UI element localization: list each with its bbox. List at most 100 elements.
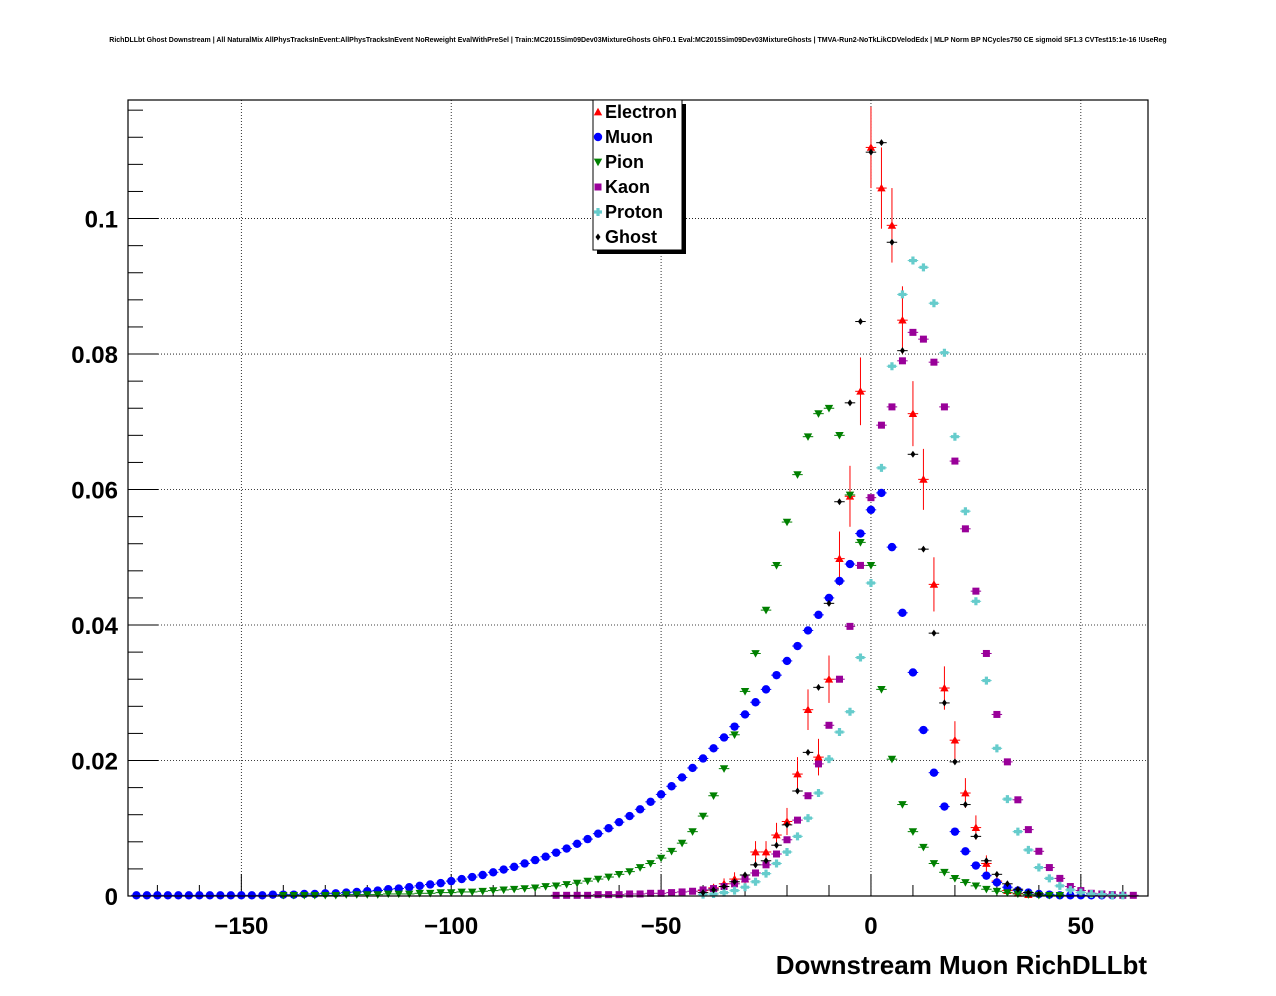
data-point	[877, 488, 886, 498]
data-point	[216, 891, 225, 900]
data-point	[711, 886, 717, 894]
data-point	[551, 848, 561, 857]
data-point	[352, 891, 361, 899]
data-point	[887, 755, 897, 764]
data-point	[793, 471, 802, 479]
data-point	[908, 409, 918, 418]
data-point	[950, 735, 960, 744]
data-point	[940, 802, 949, 811]
data-point	[825, 721, 833, 729]
data-point	[153, 891, 162, 900]
data-point	[1045, 874, 1054, 883]
data-point	[1015, 885, 1021, 893]
x-tick-label: −50	[641, 913, 682, 940]
data-point	[887, 362, 896, 371]
data-point	[426, 889, 435, 898]
data-point	[982, 676, 991, 685]
data-point	[1003, 758, 1011, 766]
data-point	[804, 792, 812, 800]
data-point	[415, 881, 424, 891]
legend-marker	[593, 132, 603, 142]
data-point	[877, 686, 886, 694]
data-point	[889, 238, 895, 246]
data-point	[950, 827, 960, 836]
data-point	[604, 873, 613, 882]
data-point	[509, 862, 519, 872]
data-point	[499, 886, 508, 895]
data-point	[774, 841, 780, 849]
data-point	[530, 884, 540, 893]
data-point	[1035, 847, 1043, 855]
data-point	[772, 562, 781, 570]
data-point	[898, 608, 907, 618]
data-point	[856, 529, 865, 538]
legend-box	[592, 99, 683, 251]
data-point	[950, 432, 959, 441]
data-point	[793, 769, 802, 778]
data-point	[719, 765, 729, 773]
data-point	[488, 868, 498, 877]
x-tick-label: −100	[424, 913, 478, 940]
legend-label: Kaon	[605, 177, 650, 197]
legend-marker	[595, 233, 601, 241]
data-point	[657, 889, 665, 897]
data-point	[815, 683, 821, 691]
y-tick-label: 0.08	[71, 342, 118, 369]
data-point	[793, 641, 802, 651]
data-point	[782, 817, 792, 825]
data-point	[457, 874, 466, 884]
legend-label: Pion	[605, 152, 644, 172]
data-point	[845, 491, 855, 500]
data-point	[478, 887, 487, 896]
legend-label: Muon	[605, 127, 653, 147]
data-point	[836, 498, 842, 506]
data-point	[762, 869, 771, 878]
data-point	[950, 875, 960, 883]
data-point	[784, 821, 790, 829]
data-point	[677, 773, 687, 782]
data-point	[761, 685, 771, 694]
data-point	[751, 847, 760, 856]
data-point	[919, 475, 928, 483]
data-point	[646, 860, 655, 868]
data-point	[363, 891, 372, 899]
x-tick-label: 50	[1067, 913, 1094, 940]
data-point	[719, 733, 729, 742]
data-point	[856, 539, 865, 547]
data-point	[835, 554, 844, 562]
data-point	[961, 507, 970, 516]
data-point	[625, 868, 634, 876]
data-point	[541, 852, 550, 861]
data-point	[971, 882, 981, 891]
data-point	[656, 790, 666, 799]
legend-marker	[593, 107, 603, 116]
data-point	[1025, 889, 1031, 897]
data-point	[552, 891, 560, 899]
data-point	[983, 857, 989, 865]
y-tick-label: 0	[105, 884, 118, 911]
data-point	[994, 870, 1000, 878]
data-point	[971, 823, 981, 831]
data-point	[824, 593, 834, 603]
data-point	[499, 865, 508, 874]
data-point	[268, 890, 278, 899]
data-point	[929, 768, 939, 777]
x-tick-label: −150	[214, 913, 268, 940]
data-point	[993, 710, 1001, 718]
data-point	[142, 891, 152, 900]
data-point	[919, 263, 928, 272]
data-point	[530, 855, 540, 865]
data-point	[814, 410, 823, 418]
data-point	[667, 782, 676, 791]
data-point	[973, 832, 979, 840]
data-point	[866, 143, 876, 151]
legend-label: Proton	[605, 202, 663, 222]
data-point	[793, 832, 802, 841]
data-point	[732, 878, 738, 886]
data-point	[962, 801, 968, 809]
data-point	[961, 788, 970, 797]
data-point	[1076, 888, 1085, 897]
data-point	[814, 752, 823, 761]
data-point	[762, 861, 770, 869]
data-point	[384, 890, 393, 899]
